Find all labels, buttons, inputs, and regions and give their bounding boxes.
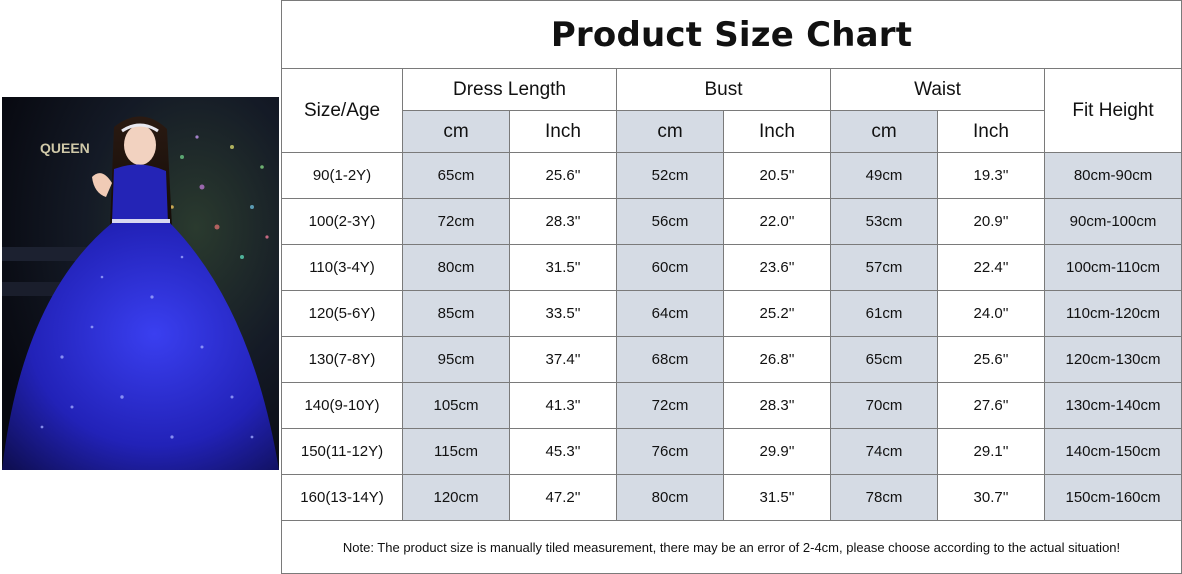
- cell-waist-cm: 70cm: [830, 382, 938, 429]
- cell-fit-height: 120cm-130cm: [1043, 336, 1182, 383]
- cell-length-inch: 47.2'': [509, 474, 617, 521]
- cell-waist-inch: 27.6'': [937, 382, 1045, 429]
- table-row: 90(1-2Y) 65cm 25.6'' 52cm 20.5'' 49cm 19…: [281, 152, 1182, 199]
- cell-bust-inch: 25.2'': [723, 290, 831, 337]
- header-bust: Bust: [616, 68, 831, 111]
- header-dress-length: Dress Length: [402, 68, 617, 111]
- cell-waist-inch: 19.3'': [937, 152, 1045, 199]
- cell-fit-height: 80cm-90cm: [1043, 152, 1182, 199]
- cell-length-cm: 80cm: [402, 244, 510, 291]
- measurement-note: Note: The product size is manually tiled…: [280, 520, 1182, 574]
- table-row: 140(9-10Y) 105cm 41.3'' 72cm 28.3'' 70cm…: [281, 382, 1182, 429]
- header-waist: Waist: [830, 68, 1045, 111]
- table-row: 120(5-6Y) 85cm 33.5'' 64cm 25.2'' 61cm 2…: [281, 290, 1182, 337]
- cell-waist-cm: 74cm: [830, 428, 938, 475]
- header-fit-height: Fit Height: [1043, 68, 1182, 153]
- header-size-age: Size/Age: [281, 68, 403, 153]
- cell-size: 90(1-2Y): [281, 152, 403, 199]
- cell-bust-cm: 72cm: [616, 382, 724, 429]
- cell-bust-cm: 52cm: [616, 152, 724, 199]
- chart-title: Product Size Chart: [280, 0, 1182, 69]
- cell-length-cm: 65cm: [402, 152, 510, 199]
- cell-fit-height: 90cm-100cm: [1043, 198, 1182, 245]
- cell-waist-cm: 57cm: [830, 244, 938, 291]
- cell-fit-height: 100cm-110cm: [1043, 244, 1182, 291]
- cell-fit-height: 130cm-140cm: [1043, 382, 1182, 429]
- cell-waist-inch: 29.1'': [937, 428, 1045, 475]
- cell-length-inch: 37.4'': [509, 336, 617, 383]
- queen-sign: QUEEN: [40, 140, 90, 156]
- cell-size: 130(7-8Y): [281, 336, 403, 383]
- cell-size: 150(11-12Y): [281, 428, 403, 475]
- cell-waist-cm: 61cm: [830, 290, 938, 337]
- cell-length-inch: 28.3'': [509, 198, 617, 245]
- cell-size: 120(5-6Y): [281, 290, 403, 337]
- cell-bust-cm: 56cm: [616, 198, 724, 245]
- cell-size: 100(2-3Y): [281, 198, 403, 245]
- dress-illustration: QUEEN: [2, 97, 279, 470]
- cell-waist-inch: 20.9'': [937, 198, 1045, 245]
- cell-bust-cm: 64cm: [616, 290, 724, 337]
- cell-length-inch: 25.6'': [509, 152, 617, 199]
- cell-length-cm: 95cm: [402, 336, 510, 383]
- cell-fit-height: 110cm-120cm: [1043, 290, 1182, 337]
- cell-bust-inch: 28.3'': [723, 382, 831, 429]
- size-chart: Product Size Chart Size/Age Dress Length…: [280, 0, 1182, 574]
- cell-waist-inch: 22.4'': [937, 244, 1045, 291]
- header-waist-cm: cm: [830, 110, 938, 153]
- cell-bust-cm: 76cm: [616, 428, 724, 475]
- cell-waist-cm: 65cm: [830, 336, 938, 383]
- cell-waist-cm: 53cm: [830, 198, 938, 245]
- cell-length-cm: 85cm: [402, 290, 510, 337]
- header-length-inch: Inch: [509, 110, 617, 153]
- header-length-cm: cm: [402, 110, 510, 153]
- cell-waist-inch: 30.7'': [937, 474, 1045, 521]
- product-photo: QUEEN: [2, 97, 279, 470]
- cell-fit-height: 140cm-150cm: [1043, 428, 1182, 475]
- header-bust-cm: cm: [616, 110, 724, 153]
- cell-bust-inch: 20.5'': [723, 152, 831, 199]
- cell-length-cm: 72cm: [402, 198, 510, 245]
- cell-bust-cm: 60cm: [616, 244, 724, 291]
- cell-length-inch: 45.3'': [509, 428, 617, 475]
- cell-length-cm: 120cm: [402, 474, 510, 521]
- cell-size: 140(9-10Y): [281, 382, 403, 429]
- cell-waist-inch: 24.0'': [937, 290, 1045, 337]
- cell-size: 160(13-14Y): [281, 474, 403, 521]
- header-bust-inch: Inch: [723, 110, 831, 153]
- cell-bust-inch: 31.5'': [723, 474, 831, 521]
- cell-bust-inch: 29.9'': [723, 428, 831, 475]
- cell-length-inch: 41.3'': [509, 382, 617, 429]
- cell-waist-cm: 49cm: [830, 152, 938, 199]
- table-row: 110(3-4Y) 80cm 31.5'' 60cm 23.6'' 57cm 2…: [281, 244, 1182, 291]
- cell-length-inch: 31.5'': [509, 244, 617, 291]
- cell-length-cm: 115cm: [402, 428, 510, 475]
- cell-bust-cm: 68cm: [616, 336, 724, 383]
- size-chart-table: Product Size Chart Size/Age Dress Length…: [280, 0, 1182, 574]
- cell-bust-inch: 23.6'': [723, 244, 831, 291]
- cell-length-inch: 33.5'': [509, 290, 617, 337]
- table-row: 100(2-3Y) 72cm 28.3'' 56cm 22.0'' 53cm 2…: [281, 198, 1182, 245]
- cell-waist-inch: 25.6'': [937, 336, 1045, 383]
- cell-waist-cm: 78cm: [830, 474, 938, 521]
- cell-fit-height: 150cm-160cm: [1043, 474, 1182, 521]
- cell-size: 110(3-4Y): [281, 244, 403, 291]
- table-row: 130(7-8Y) 95cm 37.4'' 68cm 26.8'' 65cm 2…: [281, 336, 1182, 383]
- header-waist-inch: Inch: [937, 110, 1045, 153]
- cell-length-cm: 105cm: [402, 382, 510, 429]
- cell-bust-inch: 22.0'': [723, 198, 831, 245]
- table-row: 150(11-12Y) 115cm 45.3'' 76cm 29.9'' 74c…: [281, 428, 1182, 475]
- table-row: 160(13-14Y) 120cm 47.2'' 80cm 31.5'' 78c…: [281, 474, 1182, 521]
- cell-bust-inch: 26.8'': [723, 336, 831, 383]
- cell-bust-cm: 80cm: [616, 474, 724, 521]
